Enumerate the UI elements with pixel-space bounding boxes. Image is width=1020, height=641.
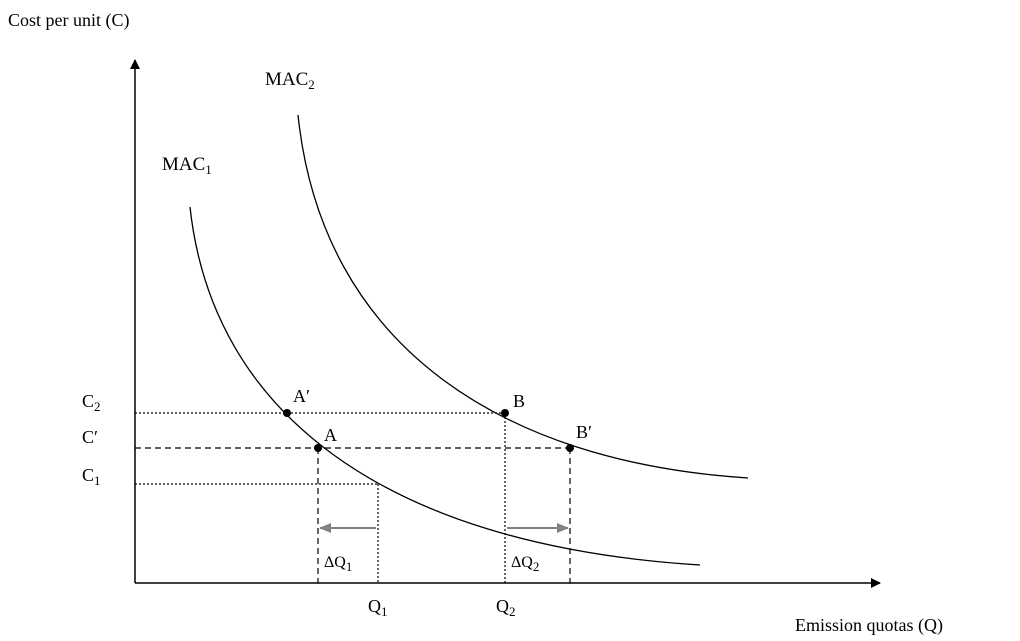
label: MAC1 [162,154,212,177]
point-label: A [324,425,337,445]
label-text: ΔQ [511,554,533,571]
point [314,444,322,452]
label-subscript: 2 [94,399,101,414]
point-label: B [513,391,525,411]
label-text: C′ [82,427,98,447]
label: ΔQ1 [324,554,352,574]
point-label: B′ [576,422,592,442]
x-axis-label: Emission quotas (Q) [795,615,943,636]
label-text: ΔQ [324,554,346,571]
label-subscript: 1 [205,162,212,177]
label: ΔQ2 [511,554,539,574]
label: C′ [82,427,98,447]
label-subscript: 2 [308,77,315,92]
point [501,409,509,417]
mac2-curve [298,115,748,478]
label-subscript: 1 [381,604,388,619]
guides [135,413,570,583]
axes [135,60,880,583]
label-subscript: 2 [509,604,516,619]
label: Q2 [496,596,516,619]
label-subscript: 1 [94,473,101,488]
label-text: MAC [265,69,308,90]
curves [190,115,748,565]
label-text: C [82,391,94,411]
label: Q1 [368,596,388,619]
label: C2 [82,391,101,414]
label: MAC2 [265,69,315,92]
mac1-curve [190,207,700,565]
label-subscript: 2 [533,559,540,574]
label-text: Q [368,596,381,616]
point [283,409,291,417]
label: C1 [82,465,101,488]
point-label: A′ [293,386,310,406]
label-text: MAC [162,154,205,175]
point [566,444,574,452]
diagram: Cost per unit (C) Emission quotas (Q) A′… [0,0,1020,641]
label-subscript: 1 [346,559,353,574]
label-text: C [82,465,94,485]
label-text: Q [496,596,509,616]
y-axis-label: Cost per unit (C) [8,10,130,31]
